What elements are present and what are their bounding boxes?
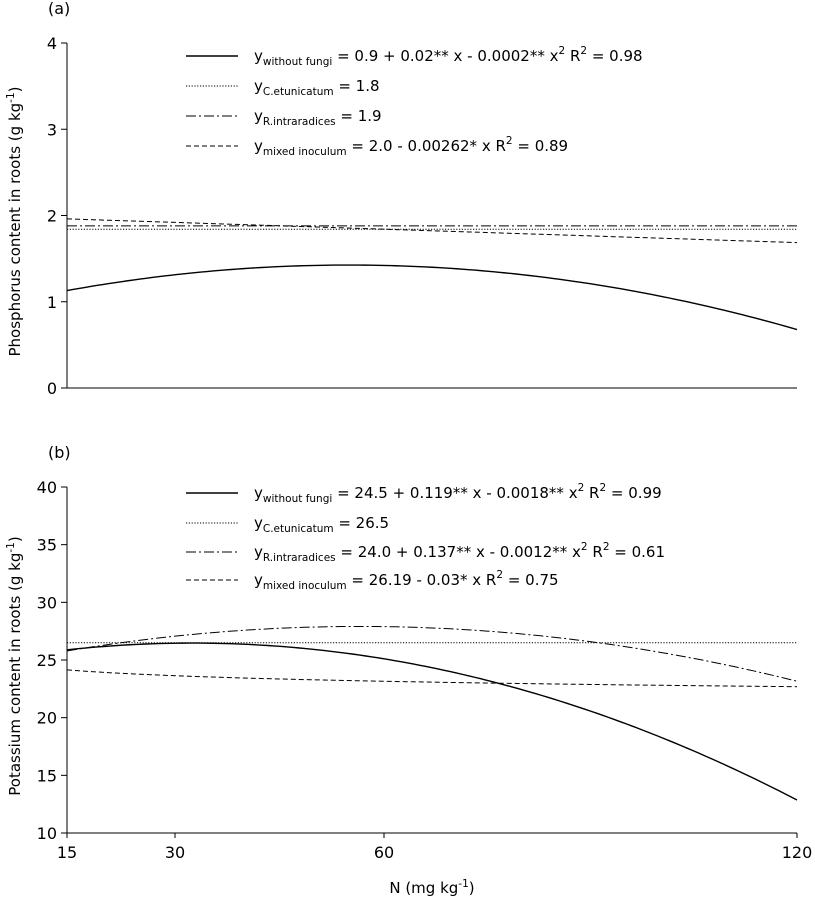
- legend-equation: yR.intraradices = 1.9: [254, 107, 382, 128]
- legend-equation: ywithout fungi = 0.9 + 0.02** x - 0.0002…: [254, 45, 643, 68]
- series-line-mixed-inoculum: [66, 218, 798, 244]
- panel-label: (b): [48, 443, 71, 462]
- legend-equation: ywithout fungi = 24.5 + 0.119** x - 0.00…: [254, 482, 662, 505]
- x-tick-label: 15: [57, 843, 77, 862]
- legend-equation: yC.etunicatum = 26.5: [254, 514, 389, 535]
- y-tick-label: 15: [37, 766, 57, 785]
- panel-label: (a): [48, 0, 70, 18]
- y-axis-label: Phosphorus content in roots (g kg-1): [5, 87, 24, 357]
- y-tick-label: 35: [37, 536, 57, 555]
- y-axis-label: Potassium content in roots (g kg-1): [5, 536, 24, 795]
- panel-a: (a) 0 1 2 3 4 Phosphorus content in roots (g k…: [5, 0, 798, 398]
- x-tick-label: 120: [782, 843, 813, 862]
- y-tick-label: 2: [47, 207, 57, 226]
- x-tick-label: 60: [374, 843, 394, 862]
- y-tick-label: 25: [37, 651, 57, 670]
- y-tick-label: 0: [47, 379, 57, 398]
- y-tick-label: 3: [47, 120, 57, 139]
- x-tick-label: 30: [165, 843, 185, 862]
- y-tick-label: 10: [37, 824, 57, 843]
- y-tick-label: 1: [47, 293, 57, 312]
- legend-equation: ymixed inoculum = 2.0 - 0.00262* x R2 = …: [254, 135, 568, 158]
- series-line-mixed-inoculum: [66, 669, 798, 688]
- y-tick-label: 4: [47, 34, 57, 53]
- x-axis-label: N (mg kg-1): [389, 878, 474, 897]
- y-tick-label: 30: [37, 593, 57, 612]
- legend-equation: yC.etunicatum = 1.8: [254, 77, 380, 98]
- legend-equation: ymixed inoculum = 26.19 - 0.03* x R2 = 0…: [254, 569, 559, 592]
- series-line-r-intraradices: [66, 625, 798, 682]
- legend-equation: yR.intraradices = 24.0 + 0.137** x - 0.0…: [254, 541, 665, 564]
- series-line-without-fungi: [66, 642, 798, 801]
- series-line-without-fungi: [66, 264, 798, 331]
- y-tick-label: 40: [37, 478, 57, 497]
- y-tick-label: 20: [37, 709, 57, 728]
